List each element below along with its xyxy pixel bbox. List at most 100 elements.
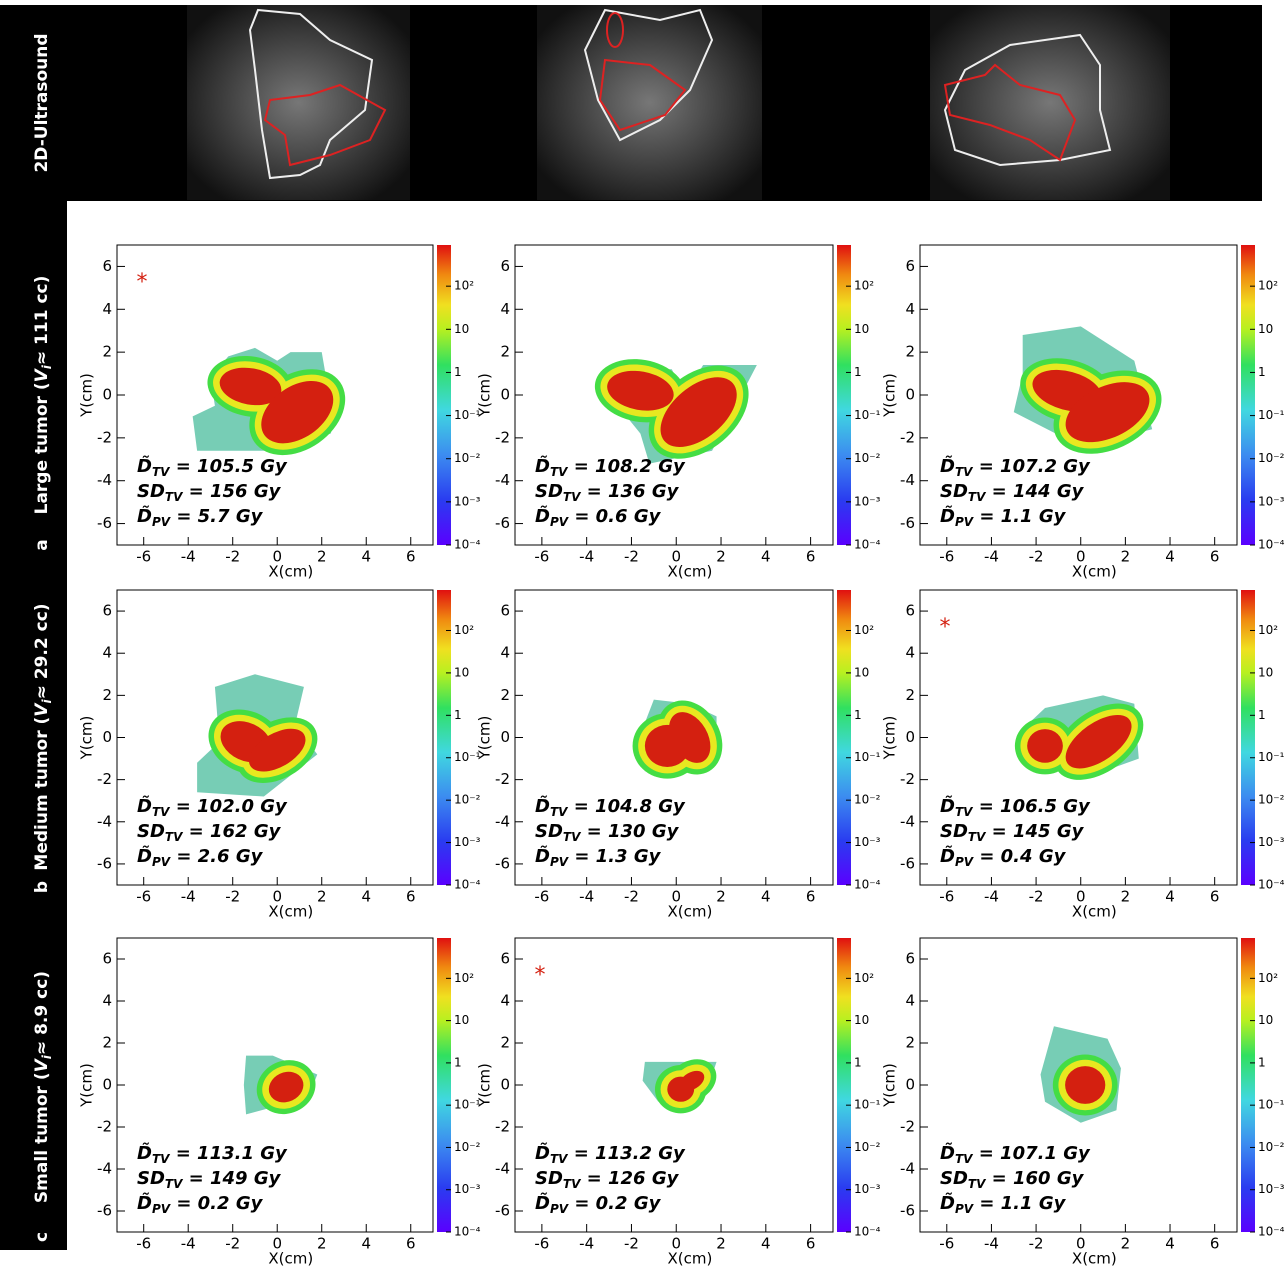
stat-sub: TV [152,465,171,479]
stat: D̃PV = 0.6 Gy [535,506,662,529]
stat-text: = 107.1 Gy [972,1143,1091,1164]
y-tick-label: -6 [900,1202,915,1220]
stat: D̃PV = 0.2 Gy [535,1193,662,1216]
stat-text: = 162 Gy [182,821,281,842]
dose-contour [1065,1066,1106,1104]
row-label-rest: ≈ 8.9 cc) [32,971,52,1055]
stat-sub: PV [550,1202,570,1216]
colorbar-tick-label: 10⁻⁴ [854,538,881,552]
stat: D̃PV = 0.2 Gy [137,1193,264,1216]
stat-text: = 102.0 Gy [169,796,288,817]
row-label-rest: ≈ 111 cc) [32,276,52,366]
y-tick-label: 6 [905,602,915,620]
stat-text: = 2.6 Gy [170,846,264,867]
colorbar-tick-label: 10 [854,665,869,679]
x-tick-label: -4 [984,1235,999,1253]
y-axis-label: Y(cm) [476,373,494,418]
stat-text: = 105.5 Gy [169,456,288,477]
colorbar-tick-label: 10² [1258,971,1278,985]
y-tick-label: -2 [900,770,915,788]
x-tick-label: 4 [761,548,771,566]
x-tick-label: -4 [181,888,196,906]
colorbar-tick-label: 10 [854,322,869,336]
colorbar-tick-label: 10⁻² [854,793,881,807]
colorbar-tick-label: 10⁻² [454,793,481,807]
x-tick-label: -2 [1029,888,1044,906]
y-tick-label: 2 [102,343,112,361]
colorbar-tick-label: 10 [1258,1013,1273,1027]
stat-sub: TV [165,490,184,504]
colorbar-tick-label: 10² [854,623,874,637]
x-tick-label: 4 [361,548,371,566]
y-tick-label: -2 [495,428,510,446]
panel: -6 -4 -2 0 2 4 6 -6 -4 -2 0 2 4 6 X(cm) Y(cm) 10⁻⁴ 10⁻³ 10… [78,937,481,1268]
panel-letter: c [32,1232,52,1242]
y-tick-label: -4 [97,812,112,830]
colorbar-tick-label: 1 [1258,365,1266,379]
x-tick-label: 0 [671,1235,681,1253]
y-tick-label: 6 [500,257,510,275]
colorbar-tick-label: 10⁻⁴ [454,878,481,892]
x-tick-label: -2 [225,888,240,906]
x-tick-label: -6 [136,548,151,566]
stat-symbol: D̃ [137,796,152,817]
stat-symbol: D̃ [940,506,955,527]
colorbar-tick-label: 10⁻¹ [454,750,481,764]
colorbar-tick-label: 10 [1258,665,1273,679]
x-tick-label: 4 [1165,888,1175,906]
colorbar [837,245,851,545]
x-tick-label: 0 [671,548,681,566]
colorbar-tick-label: 10⁻⁴ [1258,1225,1285,1239]
y-tick-label: 4 [905,992,915,1010]
y-tick-label: -6 [97,514,112,532]
y-tick-label: -4 [97,471,112,489]
stat: D̃TV = 104.8 Gy [535,796,686,819]
stat: D̃TV = 106.5 Gy [940,796,1091,819]
colorbar-tick-label: 10⁻¹ [1258,408,1285,422]
colorbar-tick-label: 10⁻¹ [854,750,881,764]
colorbar-tick-label: 10⁻² [1258,451,1285,465]
panel-letter: b [32,881,52,893]
ultrasound-image [930,5,1170,200]
colorbar-tick-label: 10⁻² [854,1140,881,1154]
stat-sub: TV [968,490,987,504]
colorbar-tick-label: 10² [1258,623,1278,637]
y-tick-label: 6 [102,602,112,620]
stat-sub: TV [550,465,569,479]
x-tick-label: 6 [1210,888,1220,906]
x-tick-label: -6 [939,548,954,566]
x-tick-label: 4 [361,888,371,906]
x-tick-label: 0 [671,888,681,906]
stat-symbol: D̃ [940,1143,955,1164]
x-tick-label: 2 [716,1235,726,1253]
colorbar [1241,938,1255,1232]
x-tick-label: -6 [534,1235,549,1253]
panel: -6 -4 -2 0 2 4 6 -6 -4 -2 0 2 4 6 X(cm) Y(cm) 10⁻⁴ 10⁻³ 10… [881,589,1285,921]
colorbar-tick-label: 10⁻¹ [454,1098,481,1112]
stat-symbol: D̃ [940,456,955,477]
stat-symbol: SD [535,1168,563,1189]
colorbar [837,938,851,1232]
y-tick-label: 6 [905,950,915,968]
colorbar-tick-label: 10⁻² [854,451,881,465]
row-label: Medium tumor (Vi≈ 29.2 cc) [32,603,54,870]
y-axis-label: Y(cm) [881,373,899,418]
y-tick-label: 2 [500,343,510,361]
stat-symbol: D̃ [940,796,955,817]
x-tick-label: 0 [1076,1235,1086,1253]
x-tick-label: -2 [225,548,240,566]
x-tick-label: 2 [317,1235,327,1253]
stat-sub: PV [152,515,172,529]
stat-symbol: D̃ [535,1143,550,1164]
x-axis-label: X(cm) [1072,1250,1117,1268]
dose-contour [679,1070,705,1091]
stat-text: = 104.8 Gy [567,796,686,817]
stat-symbol: D̃ [535,796,550,817]
y-axis-label: Y(cm) [476,1063,494,1108]
x-tick-label: -4 [579,888,594,906]
stat: D̃TV = 105.5 Gy [137,456,288,479]
stat-sub: TV [563,490,582,504]
colorbar-tick-label: 10² [454,623,474,637]
y-tick-label: -2 [495,1118,510,1136]
